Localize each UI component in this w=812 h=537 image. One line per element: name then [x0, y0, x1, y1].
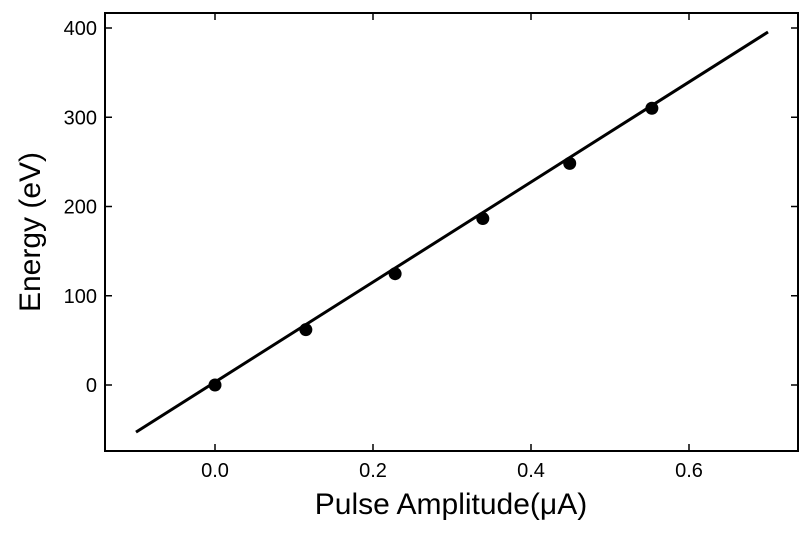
plot-frame: [104, 12, 799, 452]
y-tick-label: 100: [64, 286, 97, 308]
x-tick-label: 0.0: [201, 460, 229, 482]
y-tick-label: 300: [64, 107, 97, 129]
data-point: [563, 156, 577, 170]
data-point: [208, 378, 222, 392]
x-tick-label: 0.6: [675, 460, 703, 482]
x-tick-label: 0.2: [359, 460, 387, 482]
data-points: [208, 101, 659, 392]
y-tick-label: 0: [86, 375, 97, 397]
y-tick-label: 400: [64, 18, 97, 40]
data-point: [388, 267, 402, 281]
axis-tick-labels: 0.0 0.2 0.4 0.6 0 100 200 300 400: [64, 18, 703, 482]
axis-ticks: [105, 13, 798, 451]
x-axis-label: Pulse Amplitude(μA): [315, 488, 587, 521]
x-tick-label: 0.4: [517, 460, 545, 482]
fit-line: [135, 30, 769, 434]
data-point: [645, 101, 659, 115]
fit-line-path: [135, 30, 769, 434]
data-point: [299, 323, 313, 337]
y-axis-label: Energy (eV): [14, 152, 47, 312]
y-tick-label: 200: [64, 197, 97, 219]
data-point: [476, 212, 490, 226]
